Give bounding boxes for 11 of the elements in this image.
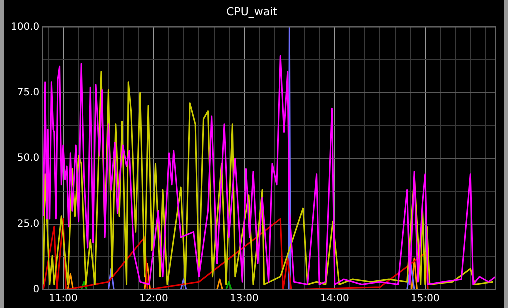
y-tick-label: 50.0 (17, 153, 40, 164)
x-tick-label: 12:00 (140, 294, 168, 305)
x-tick-label: 13:00 (230, 294, 259, 305)
y-tick-label: 100.0 (10, 22, 40, 33)
y-tick-label: 0 (33, 284, 40, 296)
y-tick-label: 25.0 (17, 218, 40, 230)
x-tick-label: 15:00 (411, 294, 440, 305)
x-tick-label: 11:00 (49, 294, 78, 305)
chart-title: CPU_wait (226, 5, 278, 18)
x-tick-label: 14:00 (320, 294, 350, 305)
y-tick-label: 75.0 (17, 87, 40, 98)
